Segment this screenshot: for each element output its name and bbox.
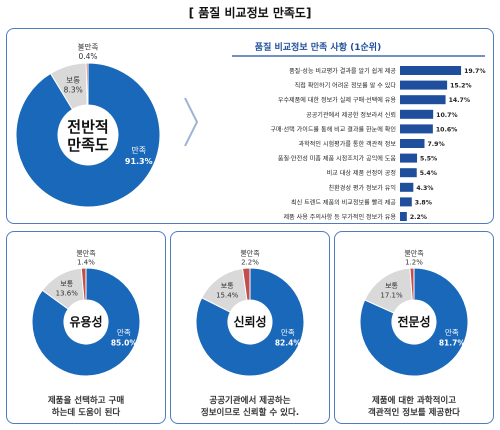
bar-category-label-1: 직접 확인하기 어려운 정보를 알 수 있다 bbox=[295, 82, 397, 90]
bar-2 bbox=[400, 95, 446, 105]
bar-8 bbox=[400, 182, 414, 192]
reliability-value-dissatisfied: 2.2% bbox=[241, 258, 259, 266]
bar-category-label-5: 과학적인 시험평가를 통한 객관적 정보 bbox=[299, 140, 397, 148]
bar-5 bbox=[400, 139, 425, 148]
bar-category-label-8: 친환경성 평가 정보가 유익 bbox=[329, 184, 396, 192]
usefulness-slice-2 bbox=[80, 267, 87, 301]
usefulness-center-title: 유용성 bbox=[69, 314, 102, 329]
bar-value-label-9: 3.8% bbox=[415, 199, 432, 206]
overall-value-dissatisfied: 0.4% bbox=[78, 52, 97, 61]
usefulness-caption-line-2: 하는데 도움이 된다 bbox=[51, 408, 121, 418]
reliability-value-neutral: 15.4% bbox=[216, 292, 239, 300]
bar-value-label-8: 4.3% bbox=[416, 185, 433, 192]
usefulness-value-neutral: 13.6% bbox=[56, 289, 79, 297]
usefulness-slice-0 bbox=[31, 267, 141, 377]
expertise-label-dissatisfied: 불만족 bbox=[404, 248, 424, 257]
overall-slice-2 bbox=[85, 62, 89, 106]
expertise-caption-line-1: 제품에 대한 과학적이고 bbox=[371, 396, 457, 406]
reliability-slice-0 bbox=[195, 267, 305, 377]
bar-value-label-7: 5.4% bbox=[420, 170, 437, 177]
expertise-label-neutral: 보통 bbox=[385, 282, 398, 290]
overall-center-title-1: 만족도 bbox=[67, 136, 109, 154]
bar-category-label-4: 구매·선택 가이드를 통해 비교 결과를 한눈에 확인 bbox=[270, 125, 396, 133]
bar-value-label-10: 2.2% bbox=[410, 214, 427, 221]
usefulness-label-satisfied: 만족 bbox=[117, 328, 131, 337]
overall-value-neutral: 8.3% bbox=[64, 86, 83, 95]
usefulness-label-dissatisfied: 불만족 bbox=[76, 248, 96, 257]
reliability-caption-line-1: 공공기관에서 제공하는 bbox=[209, 396, 291, 406]
bar-value-label-3: 10.7% bbox=[436, 112, 457, 119]
expertise-caption-line-2: 객관적인 정보를 제공한다 bbox=[368, 408, 460, 418]
bar-category-label-0: 품질·성능 비교평가 결과를 알기 쉽게 제공 bbox=[289, 67, 396, 75]
expertise-value-neutral: 17.1% bbox=[380, 292, 403, 300]
bar-9 bbox=[400, 197, 412, 207]
usefulness-label-neutral: 보통 bbox=[60, 280, 73, 288]
bar-1 bbox=[400, 80, 448, 90]
bar-value-label-0: 19.7% bbox=[464, 68, 485, 75]
usefulness-value-dissatisfied: 1.4% bbox=[77, 258, 95, 266]
bar-chart-title: 품질 비교정보 만족 사항 (1순위) bbox=[255, 41, 381, 53]
expertise-value-dissatisfied: 1.2% bbox=[405, 258, 423, 266]
reliability-label-neutral: 보통 bbox=[221, 282, 234, 290]
expertise-slice-0 bbox=[359, 267, 469, 377]
bar-6 bbox=[400, 153, 418, 163]
bar-10 bbox=[400, 212, 407, 221]
bar-category-label-7: 비교 대상 제품 선정이 공정 bbox=[327, 169, 396, 177]
bar-4 bbox=[400, 124, 433, 134]
usefulness-caption-line-1: 제품을 선택하고 구매 bbox=[47, 396, 125, 406]
bar-value-label-1: 15.2% bbox=[450, 83, 471, 90]
reliability-caption: 공공기관에서 제공하는 정보이므로 신뢰할 수 있다. bbox=[170, 395, 330, 419]
bar-3 bbox=[400, 109, 434, 119]
bar-category-label-6: 품질·안전성 미흡 제품 시정조치가 공익에 도움 bbox=[278, 155, 397, 163]
transition-arrow-icon bbox=[184, 97, 199, 147]
bar-value-label-2: 14.7% bbox=[449, 97, 470, 104]
bar-value-label-6: 5.5% bbox=[420, 156, 437, 163]
overall-center-title-0: 전반적 bbox=[67, 118, 108, 136]
overall-label-neutral: 보통 bbox=[66, 76, 80, 85]
expertise-slice-2 bbox=[409, 267, 415, 301]
bar-category-label-10: 제품 사용 주의사항 등 부가적인 정보가 유용 bbox=[283, 213, 396, 221]
overall-label-dissatisfied: 불만족 bbox=[78, 42, 99, 51]
reliability-slice-2 bbox=[241, 267, 251, 301]
reliability-value-satisfied: 82.4% bbox=[275, 338, 302, 347]
expertise-center-title: 전문성 bbox=[397, 314, 430, 329]
bar-category-label-9: 최신 트렌드 제품의 비교정보를 빨리 제공 bbox=[291, 198, 396, 206]
bar-category-label-2: 우수제품에 대한 정보가 실제 구매·선택에 유용 bbox=[278, 96, 397, 104]
overall-slice-0 bbox=[15, 62, 161, 208]
reliability-center-title: 신뢰성 bbox=[233, 314, 266, 329]
usefulness-value-satisfied: 85.0% bbox=[111, 338, 138, 347]
bar-7 bbox=[400, 168, 417, 178]
reliability-caption-line-2: 정보이므로 신뢰할 수 있다. bbox=[200, 408, 300, 418]
reliability-label-satisfied: 만족 bbox=[281, 328, 295, 337]
overall-value-satisfied: 91.3% bbox=[125, 157, 153, 166]
bar-value-label-5: 7.9% bbox=[427, 141, 444, 148]
usefulness-caption: 제품을 선택하고 구매 하는데 도움이 된다 bbox=[6, 395, 166, 419]
expertise-value-satisfied: 81.7% bbox=[439, 338, 466, 347]
overall-label-satisfied: 만족 bbox=[131, 146, 146, 155]
reliability-label-dissatisfied: 불만족 bbox=[240, 248, 260, 257]
page-title: [ 품질 비교정보 만족도] bbox=[188, 6, 312, 20]
expertise-label-satisfied: 만족 bbox=[445, 328, 459, 337]
expertise-caption: 제품에 대한 과학적이고 객관적인 정보를 제공한다 bbox=[334, 395, 494, 419]
bar-value-label-4: 10.6% bbox=[436, 126, 457, 133]
bar-0 bbox=[400, 66, 462, 75]
bar-category-label-3: 공공기관에서 제공한 정보라서 신뢰 bbox=[306, 111, 396, 119]
